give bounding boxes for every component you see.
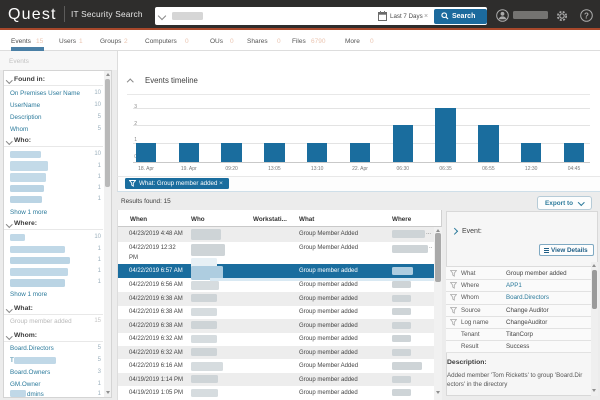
svg-text:?: ?	[584, 11, 589, 20]
